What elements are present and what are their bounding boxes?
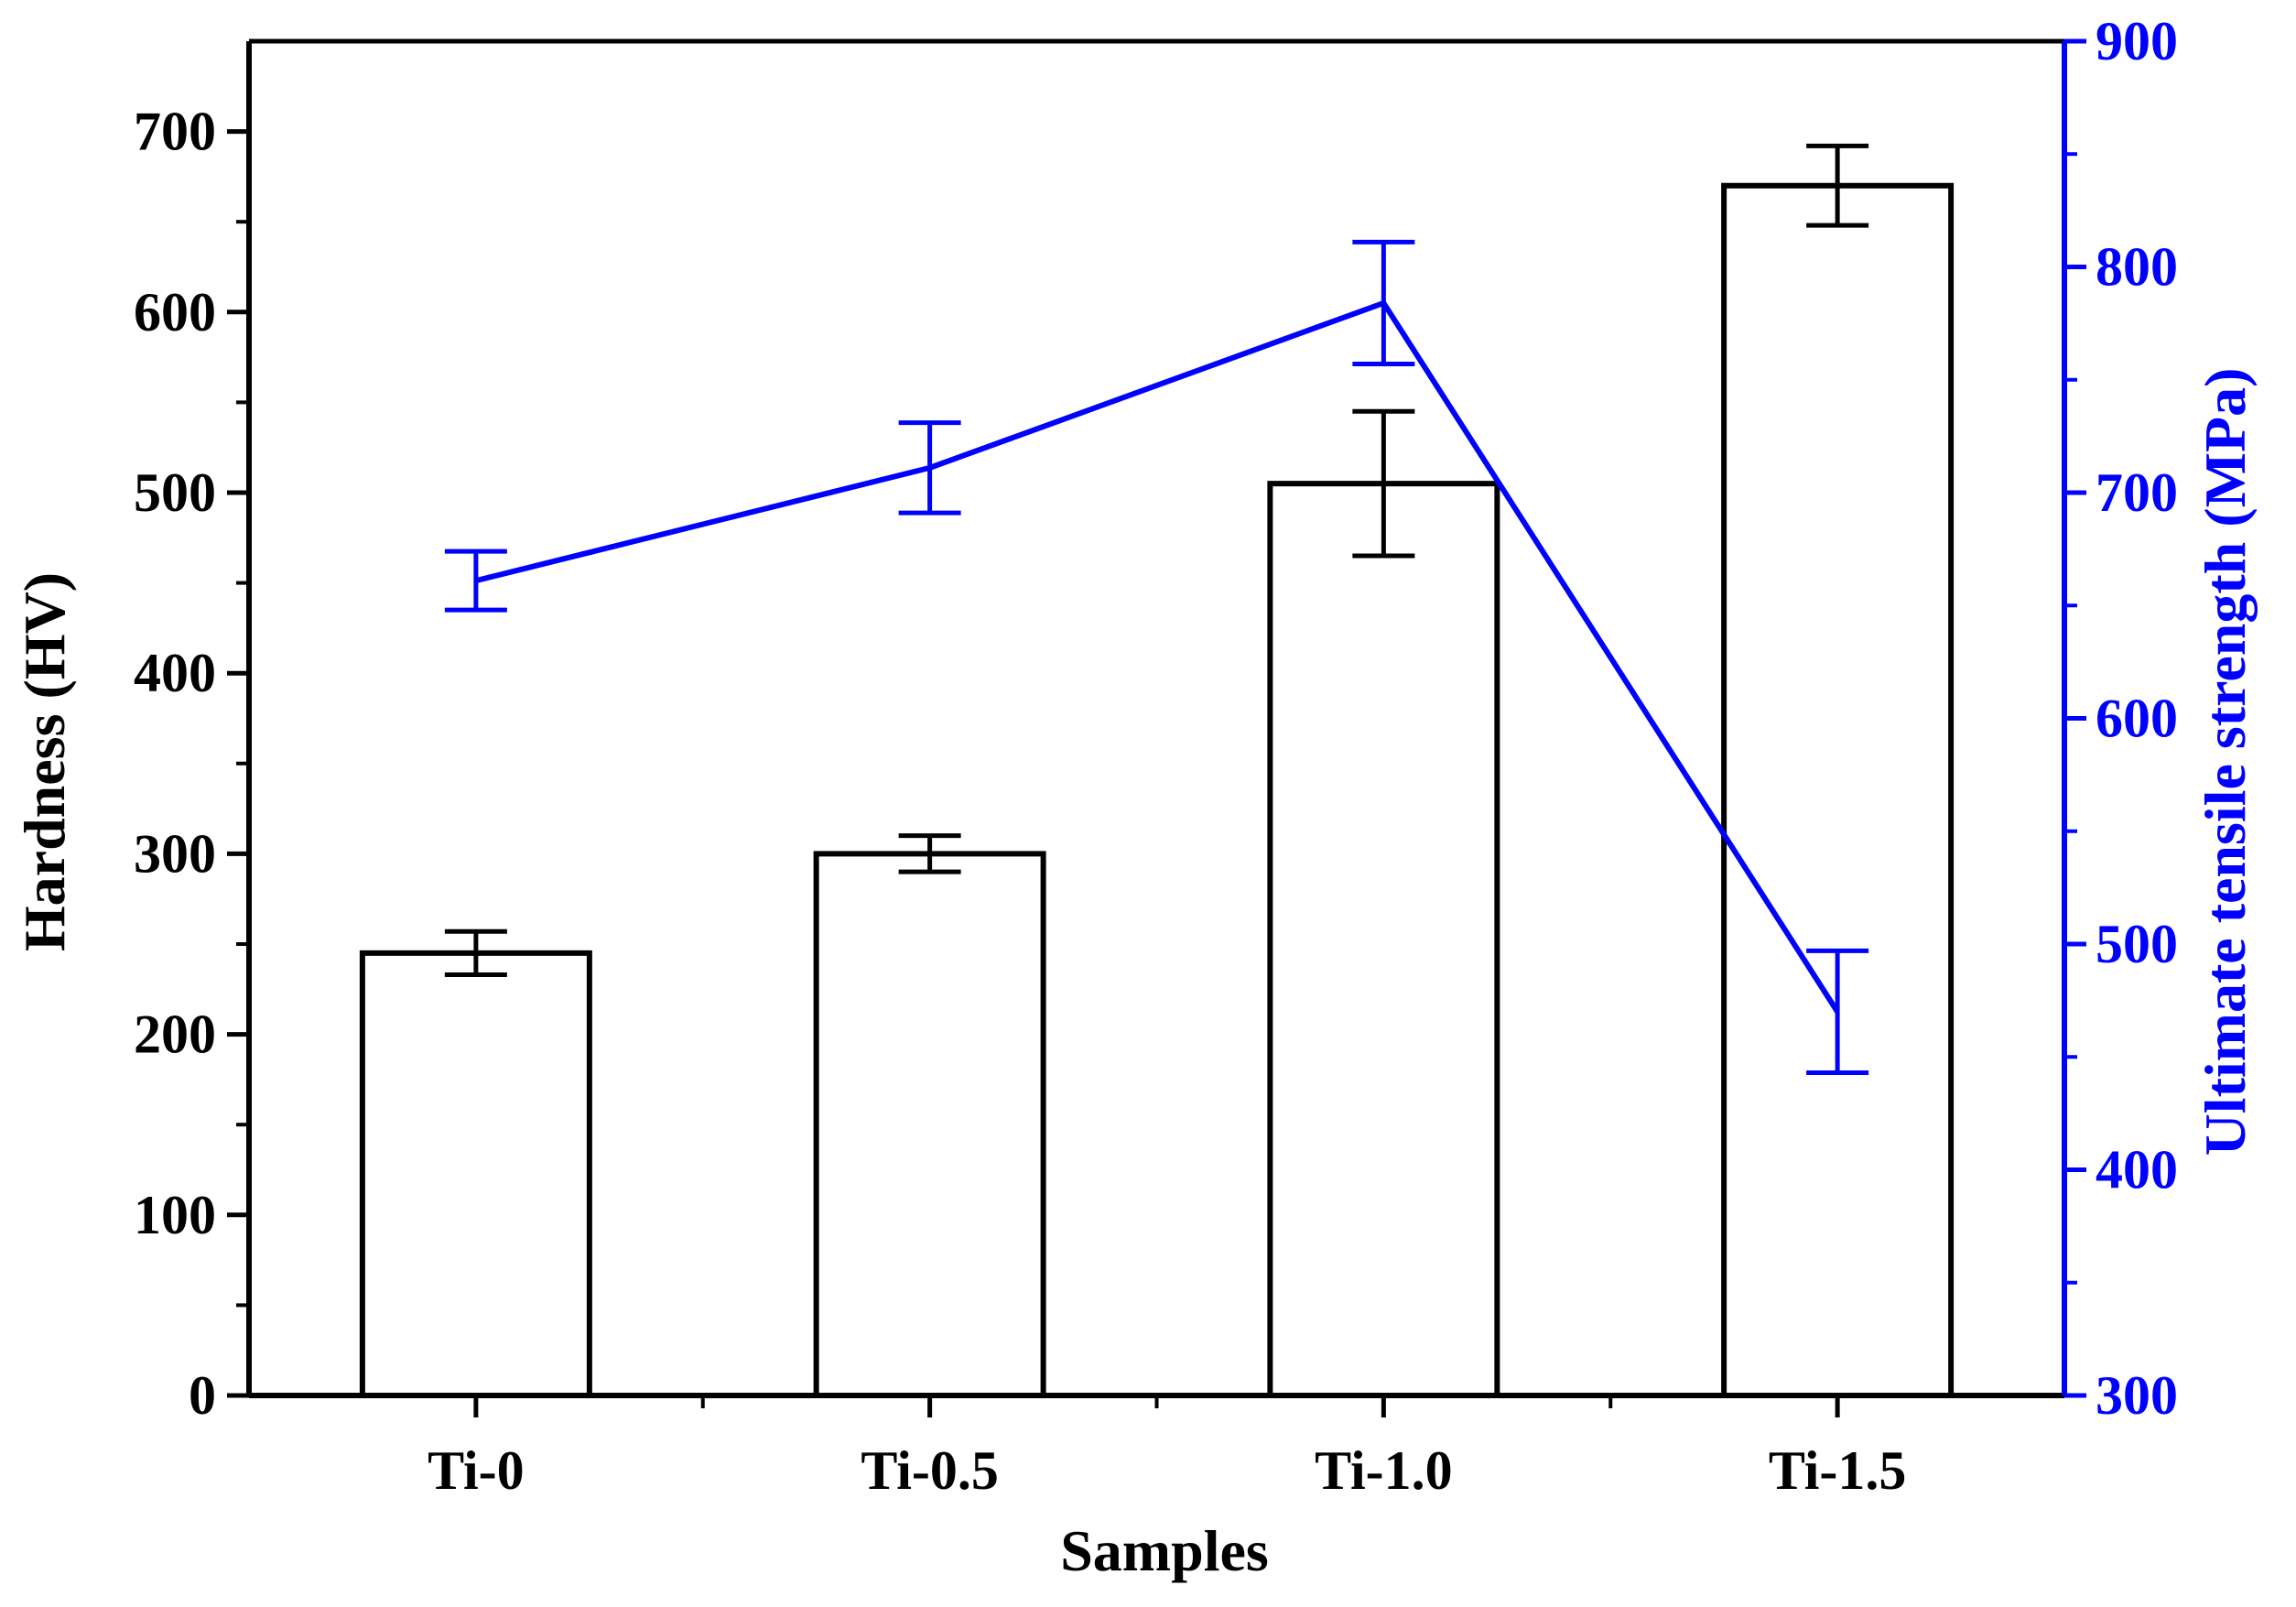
x-tick-label: Ti-1.5 <box>1769 1440 1907 1501</box>
y-left-tick-label: 700 <box>134 102 216 162</box>
x-axis-title: Samples <box>1060 1518 1269 1583</box>
y-right-tick-label: 900 <box>2096 11 2178 71</box>
y-left-tick-label: 400 <box>134 643 216 703</box>
y-left-tick-label: 200 <box>134 1004 216 1065</box>
y-right-tick-label: 300 <box>2096 1365 2178 1426</box>
y-left-axis-title: Hardness (HV) <box>12 572 77 951</box>
y-left-tick-label: 600 <box>134 282 216 342</box>
bar-ti-0-5 <box>813 851 1046 1398</box>
x-tick-label: Ti-1.0 <box>1315 1440 1453 1501</box>
y-left-tick-label: 500 <box>134 462 216 523</box>
y-right-tick-label: 600 <box>2096 689 2178 749</box>
y-right-tick-label: 400 <box>2096 1140 2178 1200</box>
y-left-tick-label: 100 <box>134 1185 216 1245</box>
axes-group: 0 100 200 300 400 500 600 700 300 400 500 600 700 800… <box>134 11 2178 1501</box>
uts-line <box>475 299 1840 1014</box>
y-right-tick-label: 800 <box>2096 237 2178 298</box>
bars-group <box>359 143 1955 1398</box>
bar-ti-1-0 <box>1267 481 1500 1398</box>
y-left-tick-label: 300 <box>134 823 216 884</box>
bar-ti-1-5 <box>1721 182 1955 1398</box>
y-left-tick-label: 0 <box>189 1365 216 1426</box>
x-tick-label: Ti-0.5 <box>861 1440 999 1501</box>
labels-group: Samples Hardness (HV) Ultimate tensile s… <box>12 368 2258 1583</box>
y-right-tick-label: 500 <box>2096 914 2178 974</box>
y-right-tick-label: 700 <box>2096 462 2178 523</box>
y-right-axis-title: Ultimate tensile strength (MPa) <box>2193 368 2258 1156</box>
x-tick-label: Ti-0 <box>428 1440 525 1501</box>
bar-ti-0 <box>359 950 592 1398</box>
line-series-group <box>444 239 1869 1076</box>
